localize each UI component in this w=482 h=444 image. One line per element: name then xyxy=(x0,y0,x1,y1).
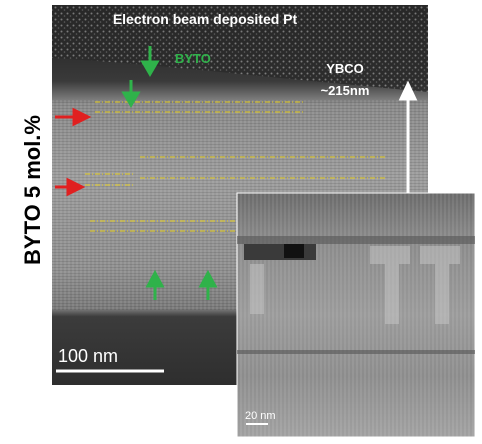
figure: Electron beam deposited Pt BYTO YBCO ~21… xyxy=(0,0,482,439)
pt-label: Electron beam deposited Pt xyxy=(113,11,298,27)
thickness-label: ~215nm xyxy=(321,83,370,98)
page: {"label": "BYTO 5 mol.%", "annotations":… xyxy=(0,0,482,439)
inset-micrograph xyxy=(237,193,475,437)
inset-scale-label: 20 nm xyxy=(245,410,276,422)
scale-label: 100 nm xyxy=(58,346,118,366)
sample-label: BYTO 5 mol.% xyxy=(20,115,45,265)
byto-label: BYTO xyxy=(175,51,211,66)
ybco-label: YBCO xyxy=(326,61,364,76)
